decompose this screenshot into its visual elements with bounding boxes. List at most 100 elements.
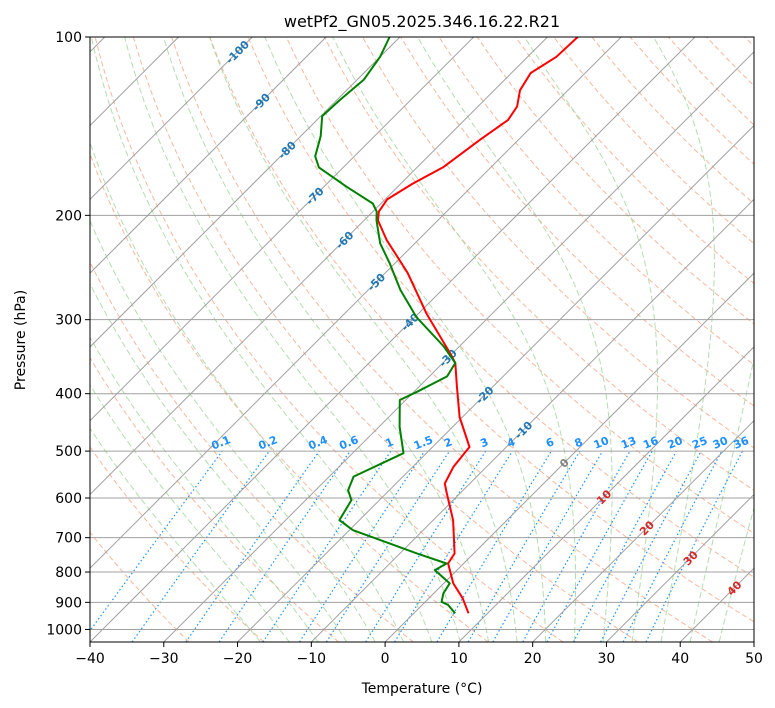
y-tick-label: 100 [55,30,82,46]
dry-adiabat [90,356,339,642]
dry-adiabat [667,37,754,126]
moist-adiabat [209,37,518,642]
mixing-ratio-label: 8 [573,435,585,450]
dry-adiabat [94,37,564,642]
moist-adiabat [523,37,658,642]
mixing-ratio-line [394,450,513,642]
mixing-ratio-label: 0.1 [210,433,233,452]
axes: −40 −30 −20 −10 0 10 20 30 40 5010020030040050060… [46,30,763,667]
dry-adiabat [323,37,754,491]
mixing-ratio-line [600,450,702,642]
y-tick-label: 800 [55,565,82,581]
dry-adiabat [553,37,754,245]
mixing-ratio-label: 16 [641,434,660,452]
plot-frame [89,36,755,643]
dry-adiabat [90,260,414,642]
y-axis-label: Pressure (hPa) [13,290,29,390]
mixing-ratio-line [131,450,270,642]
mixing-ratio-label: 20 [666,434,685,452]
mixing-ratio-line [218,450,351,642]
x-tick-label: 20 [524,651,542,667]
dry-adiabat [744,37,754,47]
mixing-ratio-line [622,450,723,642]
y-tick-label: 300 [55,313,82,329]
dry-adiabat [209,37,754,623]
dry-adiabat [706,37,754,87]
profile-traces [314,37,579,614]
mixing-ratio-line [572,450,677,642]
mixing-ratio-label: 1 [384,435,396,450]
isotherm-line [90,37,475,422]
moist-adiabat [90,219,376,642]
isotherm-line [458,346,754,642]
mixing-ratio-line [546,450,653,642]
isotherm-line [310,198,754,642]
isotherm-line [532,419,754,642]
isotherm-line [237,124,754,642]
y-tick-label: 200 [55,208,82,224]
y-tick-label: 400 [55,387,82,403]
dry-adiabat [629,37,754,165]
x-tick-label: −30 [149,651,179,667]
mixing-ratio-label: 36 [732,434,751,452]
isotherm-label: -80 [276,138,299,161]
dry-adiabat [171,37,713,642]
x-tick-label: 0 [381,651,390,667]
mixing-ratio-line [299,450,426,642]
x-tick-label: −40 [75,651,105,667]
dry-adiabat [362,37,754,449]
isotherm-label: -100 [223,38,252,67]
mixing-ratio-label: 30 [711,434,730,452]
mixing-ratio-line [522,450,631,642]
dry-adiabat [476,37,754,325]
moist-adiabat [264,37,547,642]
moist-adiabat [90,384,290,642]
isotherm-line [90,37,253,201]
moist-adiabat [90,140,405,642]
mixing-ratio-line [262,450,392,642]
x-tick-label: 30 [598,651,616,667]
moist-adiabat [90,37,433,642]
y-tick-label: 700 [55,531,82,547]
isotherm-line [90,37,622,569]
dry-adiabat [515,37,754,285]
mixing-ratio-line [90,450,223,632]
mixing-ratio-label: 25 [690,434,709,452]
x-tick-label: 10 [450,651,468,667]
mixing-ratio-label: 0.6 [337,433,360,452]
mixing-ratio-line [325,450,450,642]
x-tick-label: 40 [671,651,689,667]
background-lines [90,37,754,642]
mixing-ratio-label: 0.2 [256,433,279,452]
mixing-ratio-label: 6 [544,435,556,450]
mixing-ratio-label: 1.5 [412,433,435,452]
x-tick-label: −20 [223,651,253,667]
x-tick-label: 50 [745,651,763,667]
isotherm-line [90,37,696,642]
temperature-trace [377,37,579,614]
y-tick-label: 900 [55,595,82,611]
dry-adiabat [438,37,754,366]
dewpoint-trace [314,37,457,614]
dry-adiabat [90,446,265,642]
line-labels: 0.1 0.2 0.4 0.6 1 1.5 2 3 4 6 8 10 13 16 20 25 30 36-100-… [210,38,751,599]
mixing-ratio-label: 10 [592,434,611,452]
isotherm-line [90,37,548,496]
isotherm-line [606,493,754,642]
mixing-ratio-label: 2 [442,435,454,450]
chart-title: wetPf2_GN05.2025.346.16.22.R21 [284,12,560,32]
dry-adiabat [90,152,489,642]
isotherm-line [753,641,754,642]
isotherm-line [163,51,754,642]
y-tick-label: 1000 [46,622,82,638]
mixing-ratio-line [645,450,744,642]
mixing-ratio-label: 0.4 [307,433,330,452]
moist-adiabat [689,356,754,642]
x-tick-label: −10 [297,651,327,667]
moist-adiabat [90,336,319,642]
moist-adiabat [332,37,576,642]
moist-adiabat [163,37,490,642]
moist-adiabat [653,37,715,642]
moist-adiabat [124,37,461,642]
